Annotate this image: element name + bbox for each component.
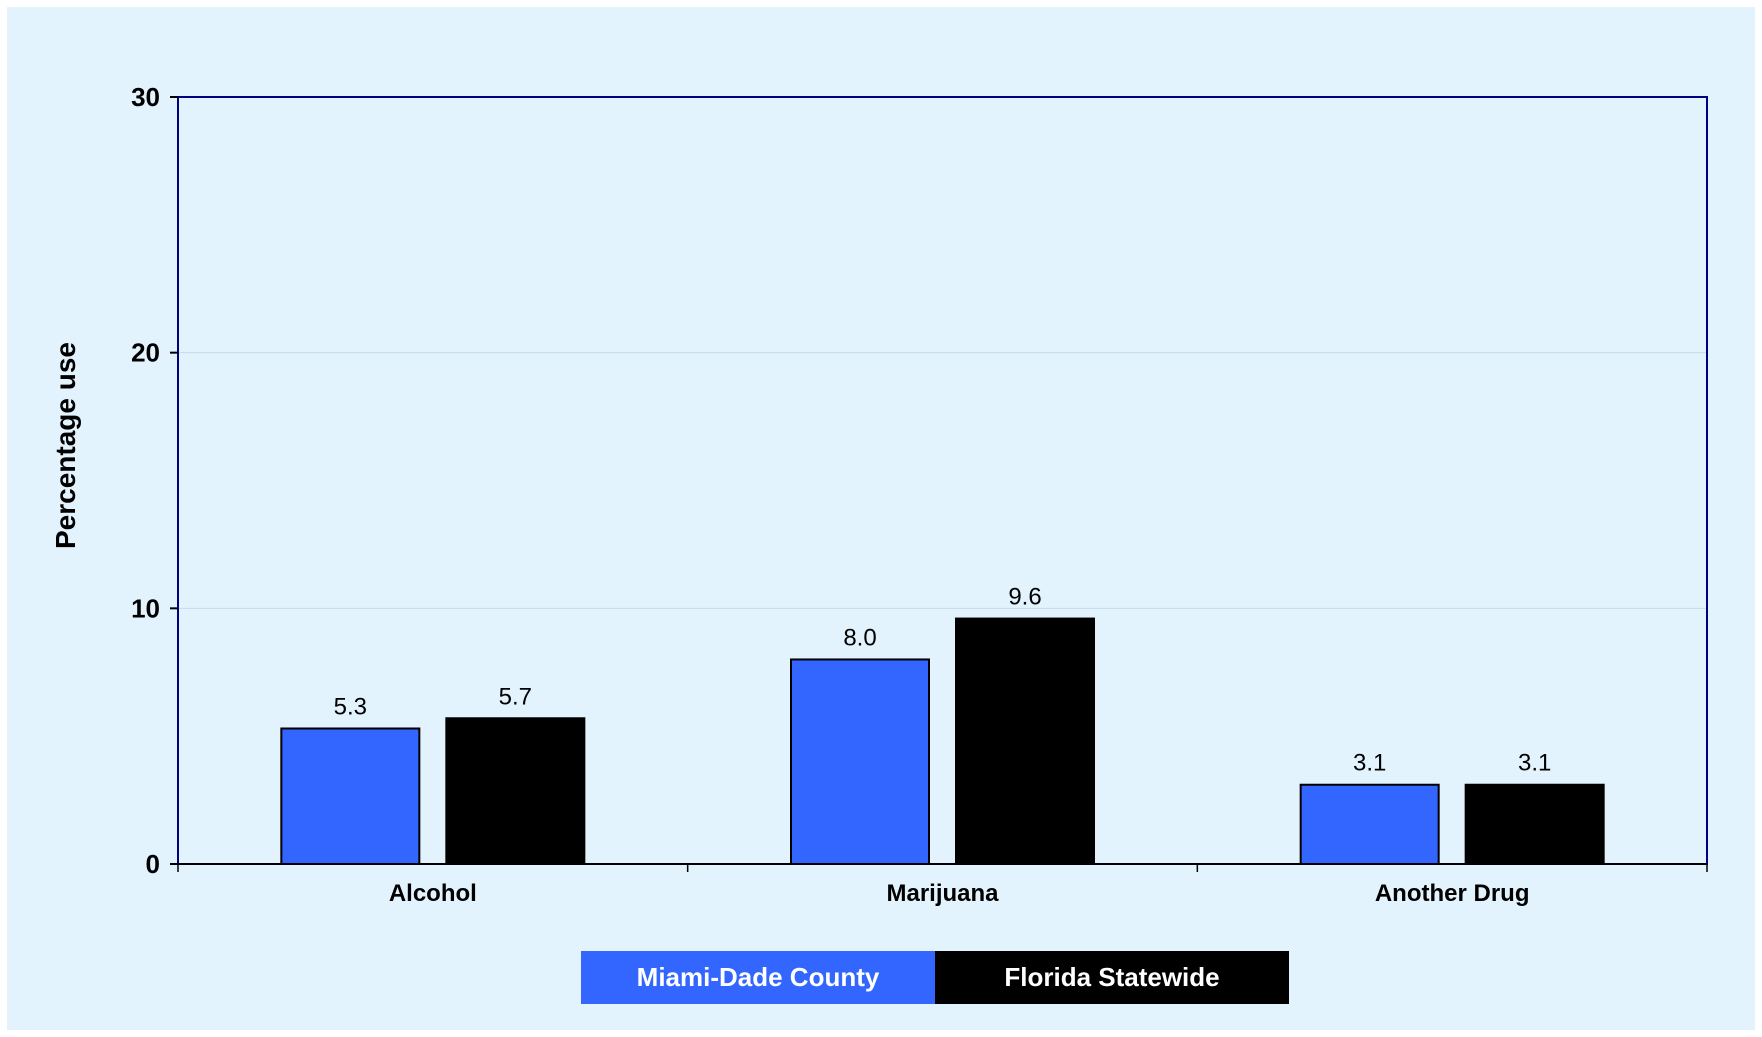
x-category-label-another-drug: Another Drug xyxy=(1375,880,1530,907)
data-label-another-drug-series-1: 3.1 xyxy=(1518,750,1551,777)
bar-alcohol-series-1 xyxy=(445,717,586,866)
chart-panel: 0 10 20 30 5.3 5.7 Alcohol 8.0 9.6 Marijuana 3.1 3.… xyxy=(7,7,1755,1030)
bars xyxy=(280,617,1605,866)
y-tick-label-20: 20 xyxy=(131,338,160,368)
x-category-label-marijuana: Marijuana xyxy=(886,880,999,907)
bar-another-drug-series-0 xyxy=(1299,783,1440,866)
data-label-marijuana-series-1: 9.6 xyxy=(1008,584,1041,611)
data-label-marijuana-series-0: 8.0 xyxy=(843,624,876,651)
bar-chart: 0 10 20 30 5.3 5.7 Alcohol 8.0 9.6 Marijuana 3.1 3.… xyxy=(50,82,1708,907)
x-category-label-alcohol: Alcohol xyxy=(389,880,477,907)
y-axis-title: Percentage use xyxy=(50,342,81,549)
bar-another-drug-series-1 xyxy=(1464,783,1605,866)
data-label-alcohol-series-0: 5.3 xyxy=(334,693,367,720)
y-tick-label-0: 0 xyxy=(146,849,160,879)
data-label-another-drug-series-0: 3.1 xyxy=(1353,750,1386,777)
axes xyxy=(170,96,1708,872)
data-label-alcohol-series-1: 5.7 xyxy=(499,683,532,710)
bar-marijuana-series-1 xyxy=(955,617,1095,865)
gridlines xyxy=(178,352,1707,609)
y-tick-label-30: 30 xyxy=(131,82,160,112)
y-tick-label-10: 10 xyxy=(131,593,160,623)
bar-alcohol-series-0 xyxy=(280,727,421,865)
legend: Miami-Dade County Florida Statewide xyxy=(581,951,1289,1004)
labels: 0 10 20 30 5.3 5.7 Alcohol 8.0 9.6 Marijuana 3.1 3.… xyxy=(50,82,1551,907)
legend-item-florida-statewide: Florida Statewide xyxy=(935,951,1289,1004)
bar-marijuana-series-0 xyxy=(790,658,930,866)
legend-item-miami-dade-county: Miami-Dade County xyxy=(581,951,935,1004)
